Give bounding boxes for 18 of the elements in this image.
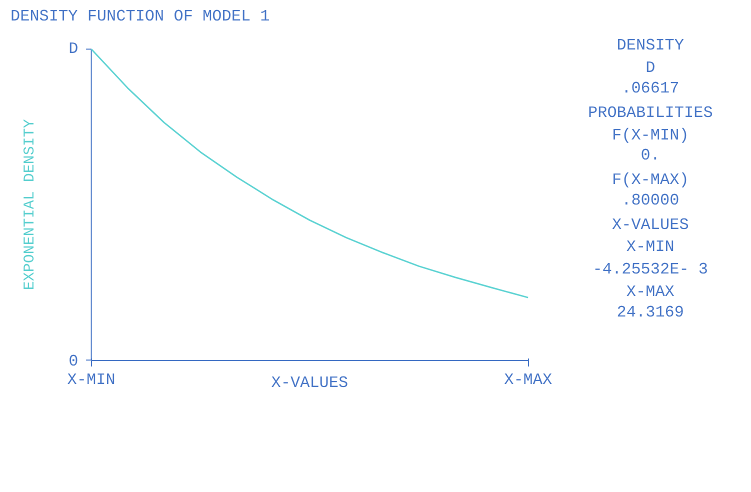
text: X-VALUES <box>612 216 689 234</box>
text: .06617 <box>622 79 680 98</box>
chart-title: DENSITY FUNCTION OF MODEL 1 <box>10 8 270 26</box>
x-axis-title: X-VALUES <box>271 374 348 392</box>
text: .80000 <box>622 191 680 210</box>
text: 0. <box>640 146 660 165</box>
text: PROBABILITIES <box>588 104 713 122</box>
text: 24.3169 <box>616 303 684 322</box>
text: 0 <box>68 352 78 371</box>
text: DENSITY <box>616 36 684 55</box>
text: X-MAX <box>626 282 675 301</box>
text: D <box>68 40 78 58</box>
text: X-MIN <box>626 238 674 256</box>
text: F(X-MIN) <box>612 126 689 144</box>
text: D <box>646 59 656 78</box>
text: -4.25532E- 3 <box>592 260 708 279</box>
text: F(X-MAX) <box>612 171 689 190</box>
y-axis-title: EXPONENTIAL DENSITY <box>22 119 39 290</box>
